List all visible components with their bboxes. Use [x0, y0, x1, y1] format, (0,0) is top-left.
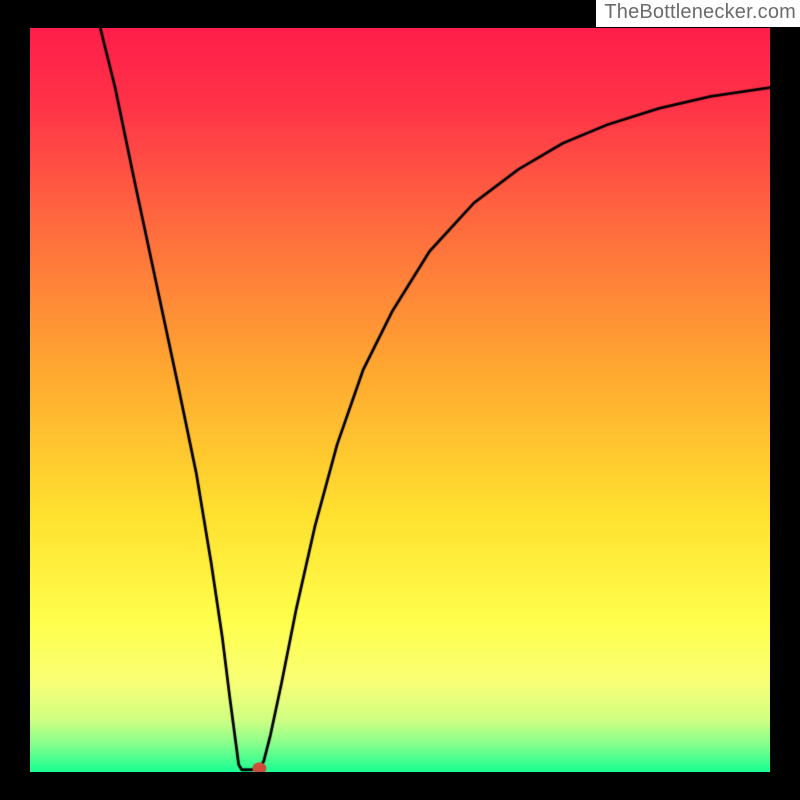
plot-area: [30, 28, 770, 772]
plot-canvas: [30, 28, 770, 772]
watermark-label: TheBottlenecker.com: [596, 0, 800, 27]
chart-container: TheBottlenecker.com: [0, 0, 800, 800]
